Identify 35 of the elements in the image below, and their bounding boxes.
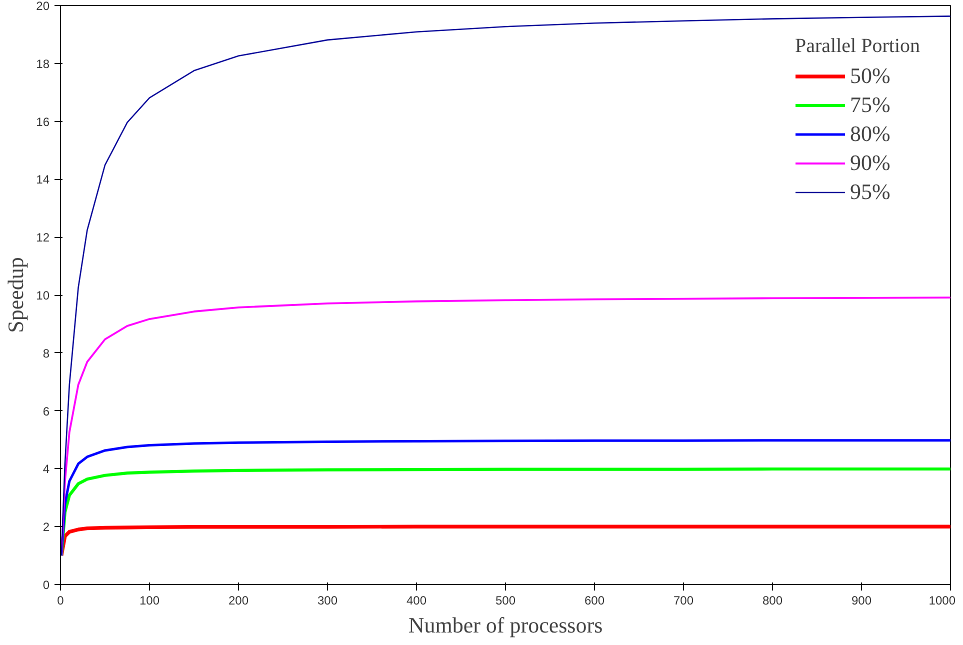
legend-label: 50% bbox=[850, 63, 890, 89]
line-series bbox=[60, 439, 950, 557]
y-tick-label: 4 bbox=[42, 462, 50, 476]
x-tick-label: 600 bbox=[584, 594, 605, 608]
x-tick-label: 500 bbox=[495, 594, 516, 608]
line-series bbox=[60, 296, 950, 556]
y-tick-label: 16 bbox=[36, 114, 50, 129]
line-series bbox=[60, 524, 950, 558]
y-tick-label: 10 bbox=[36, 288, 50, 302]
y-axis-title: Speedup bbox=[3, 257, 28, 333]
y-tick-label: 14 bbox=[36, 172, 50, 187]
x-tick-label: 200 bbox=[228, 594, 249, 608]
y-tick-label: 20 bbox=[36, 0, 50, 13]
y-tick-label: 0 bbox=[42, 578, 50, 592]
y-tick-label: 8 bbox=[42, 346, 50, 360]
x-tick-label: 0 bbox=[57, 594, 64, 608]
legend-label: 95% bbox=[850, 179, 890, 205]
legend-title: Parallel Portion bbox=[795, 35, 920, 58]
x-tick-label: 1000 bbox=[928, 594, 956, 608]
x-tick-label: 800 bbox=[762, 594, 783, 608]
y-tick-label: 6 bbox=[42, 404, 50, 418]
legend-label: 80% bbox=[850, 121, 890, 147]
legend-label: 90% bbox=[850, 150, 890, 176]
legend-label: 75% bbox=[850, 92, 890, 118]
y-tick-label: 18 bbox=[36, 56, 50, 71]
x-tick-label: 900 bbox=[851, 594, 872, 608]
line-series bbox=[60, 467, 950, 558]
x-tick-label: 300 bbox=[317, 594, 338, 608]
x-tick-label: 700 bbox=[673, 594, 694, 608]
y-tick-label: 12 bbox=[36, 230, 50, 245]
y-tick-label: 2 bbox=[42, 520, 50, 534]
x-tick-label: 100 bbox=[139, 594, 160, 608]
line-series bbox=[60, 16, 950, 556]
x-axis-title: Number of processors bbox=[408, 612, 603, 638]
x-tick-label: 400 bbox=[406, 594, 427, 608]
